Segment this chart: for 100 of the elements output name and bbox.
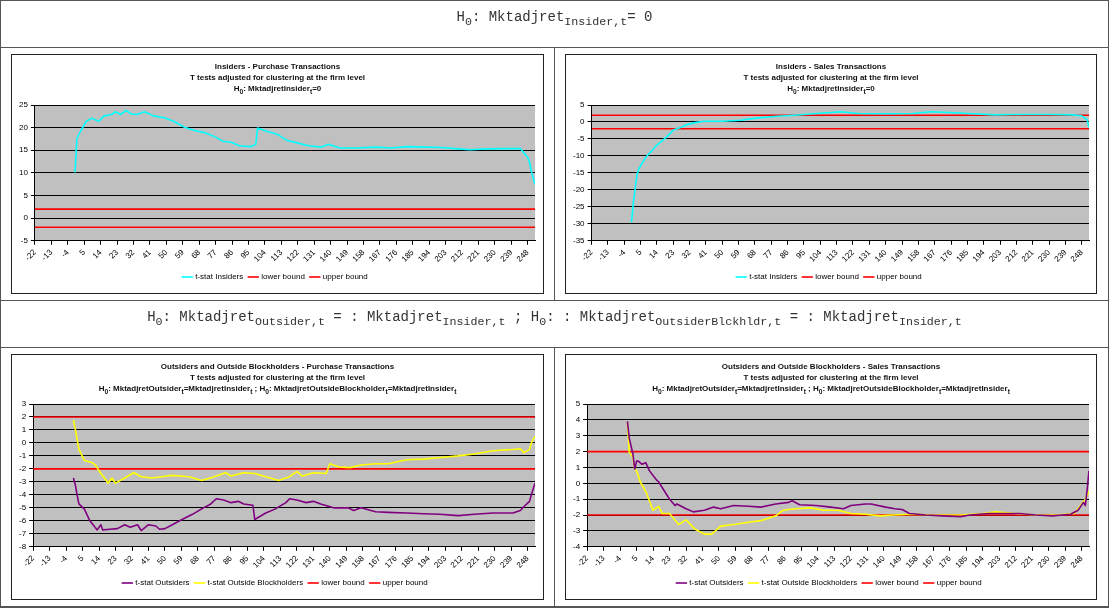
x-tick-label: 176 bbox=[938, 246, 955, 264]
x-tick-label: 185 bbox=[399, 553, 416, 570]
x-tick-label: 212 bbox=[449, 246, 466, 264]
legend-label: t-stat Outside Blockholders bbox=[761, 578, 858, 588]
x-tick-label: 239 bbox=[498, 553, 515, 570]
chart-title: Insiders - Purchase Transactions bbox=[214, 62, 341, 71]
y-tick-label: -2 bbox=[18, 464, 27, 474]
x-tick-label: -13 bbox=[38, 553, 53, 569]
x-tick-label: 167 bbox=[367, 246, 384, 264]
x-tick-label: 77 bbox=[205, 246, 219, 261]
x-tick-label: 122 bbox=[284, 246, 302, 264]
x-tick-label: 86 bbox=[775, 553, 789, 567]
x-tick-label: 41 bbox=[140, 246, 154, 261]
y-tick-label: 2 bbox=[21, 412, 27, 422]
x-tick-label: 77 bbox=[758, 553, 772, 567]
x-tick-label: 185 bbox=[953, 553, 970, 570]
x-tick-label: 194 bbox=[970, 246, 988, 264]
x-tick-label: 41 bbox=[696, 246, 710, 261]
x-tick-label: 185 bbox=[399, 246, 417, 264]
y-tick-label: -6 bbox=[18, 516, 27, 526]
x-tick-label: 68 bbox=[742, 553, 756, 567]
x-tick-label: 167 bbox=[920, 553, 937, 570]
x-tick-label: -13 bbox=[596, 246, 612, 262]
x-tick-label: -22 bbox=[23, 246, 39, 262]
y-tick-label: -4 bbox=[18, 490, 27, 500]
x-tick-label: 41 bbox=[138, 553, 152, 567]
x-tick-label: -4 bbox=[57, 553, 70, 566]
x-tick-label: 104 bbox=[251, 553, 268, 570]
legend-label: upper bound bbox=[936, 578, 982, 588]
y-tick-label: -20 bbox=[573, 184, 586, 194]
chart-title: Insiders - Sales Transactions bbox=[775, 62, 887, 71]
x-tick-label: 14 bbox=[90, 246, 104, 261]
legend-label: lower bound bbox=[321, 578, 365, 588]
x-tick-label: 194 bbox=[969, 553, 987, 570]
y-tick-label: 4 bbox=[575, 415, 581, 425]
x-tick-label: 140 bbox=[872, 246, 890, 264]
x-tick-label: 14 bbox=[647, 246, 661, 261]
x-tick-label: 221 bbox=[1019, 553, 1036, 570]
x-tick-label: 68 bbox=[188, 553, 202, 567]
x-tick-label: 14 bbox=[89, 553, 103, 567]
x-tick-label: 77 bbox=[204, 553, 218, 567]
y-tick-label: 10 bbox=[18, 167, 29, 177]
x-tick-label: 104 bbox=[807, 246, 824, 264]
x-tick-label: 194 bbox=[416, 246, 433, 264]
x-tick-label: 158 bbox=[905, 246, 922, 264]
y-tick-label: -5 bbox=[18, 503, 27, 513]
x-tick-label: 131 bbox=[301, 246, 318, 264]
legend-label: lower bound bbox=[261, 271, 305, 281]
x-tick-label: 59 bbox=[725, 553, 739, 567]
x-tick-label: 5 bbox=[634, 246, 644, 257]
x-tick-label: 176 bbox=[382, 553, 400, 570]
y-tick-label: -3 bbox=[572, 526, 581, 536]
x-tick-label: 23 bbox=[105, 553, 119, 567]
x-tick-label: 212 bbox=[1003, 246, 1020, 264]
x-tick-label: 41 bbox=[692, 553, 706, 567]
x-tick-label: 140 bbox=[317, 553, 334, 570]
x-tick-label: 50 bbox=[155, 553, 169, 567]
legend-label: upper bound bbox=[876, 271, 922, 281]
text: H$_{0}$: Mktadjret$_{Insider,t}$= 0 bbox=[1, 1, 1108, 48]
x-tick-label: -13 bbox=[592, 553, 607, 569]
x-tick-label: 32 bbox=[123, 246, 137, 261]
y-tick-label: -5 bbox=[20, 235, 29, 245]
y-tick-label: 2 bbox=[575, 446, 581, 456]
x-tick-label: 149 bbox=[887, 553, 904, 570]
x-tick-label: 50 bbox=[712, 246, 726, 261]
text: T tests adjusted for clustering at the firm level H$_{0}$: MktadjretOutsider$_{t}$=MktadjretInsider$_{t}$ ; H$_{0}$: MktadjretOutsideBlockholder$_{t}$=MktadjretInsider$_{t}$ bbox=[98, 372, 457, 395]
x-tick-label: 122 bbox=[838, 553, 855, 570]
x-tick-label: 176 bbox=[936, 553, 954, 570]
legend-label: lower bound bbox=[815, 271, 859, 281]
y-tick-label: 20 bbox=[18, 122, 29, 132]
x-tick-label: 23 bbox=[107, 246, 121, 261]
x-tick-label: 14 bbox=[643, 553, 657, 567]
y-tick-label: 0 bbox=[575, 478, 581, 488]
x-tick-label: 203 bbox=[987, 246, 1004, 264]
x-tick-label: 149 bbox=[889, 246, 906, 264]
x-tick-label: -4 bbox=[59, 246, 72, 259]
x-tick-label: 104 bbox=[805, 553, 822, 570]
x-tick-label: 158 bbox=[349, 553, 367, 570]
text: T tests adjusted for clustering at the firm level H$_{0}$: MktadjretOutsider$_{t}$=MktadjretInsider$_{t}$ ; H$_{0}$: MktadjretOutsideBlockholder$_{t}$=MktadjretInsider$_{t}$ bbox=[652, 372, 1010, 395]
x-tick-label: 248 bbox=[514, 553, 532, 570]
x-tick-label: 95 bbox=[238, 246, 252, 261]
x-tick-label: 95 bbox=[237, 553, 251, 567]
y-tick-label: 0 bbox=[23, 212, 29, 222]
x-tick-label: 95 bbox=[794, 246, 808, 261]
x-tick-label: 131 bbox=[856, 246, 873, 264]
x-tick-label: 230 bbox=[481, 553, 499, 570]
x-tick-label: 239 bbox=[1052, 553, 1069, 570]
legend-label: t-stat Outside Blockholders bbox=[207, 578, 304, 588]
x-tick-label: 221 bbox=[465, 246, 482, 264]
x-tick-label: 86 bbox=[777, 246, 791, 261]
x-tick-label: 212 bbox=[1002, 553, 1020, 570]
x-tick-label: -22 bbox=[21, 553, 37, 569]
x-tick-label: 5 bbox=[76, 553, 86, 564]
x-tick-label: 50 bbox=[709, 553, 723, 567]
x-tick-label: 59 bbox=[171, 553, 185, 567]
x-tick-label: 131 bbox=[300, 553, 317, 570]
x-tick-label: 248 bbox=[514, 246, 532, 264]
y-tick-label: 0 bbox=[21, 438, 27, 448]
x-tick-label: 248 bbox=[1068, 246, 1086, 264]
x-tick-label: 86 bbox=[222, 246, 236, 261]
